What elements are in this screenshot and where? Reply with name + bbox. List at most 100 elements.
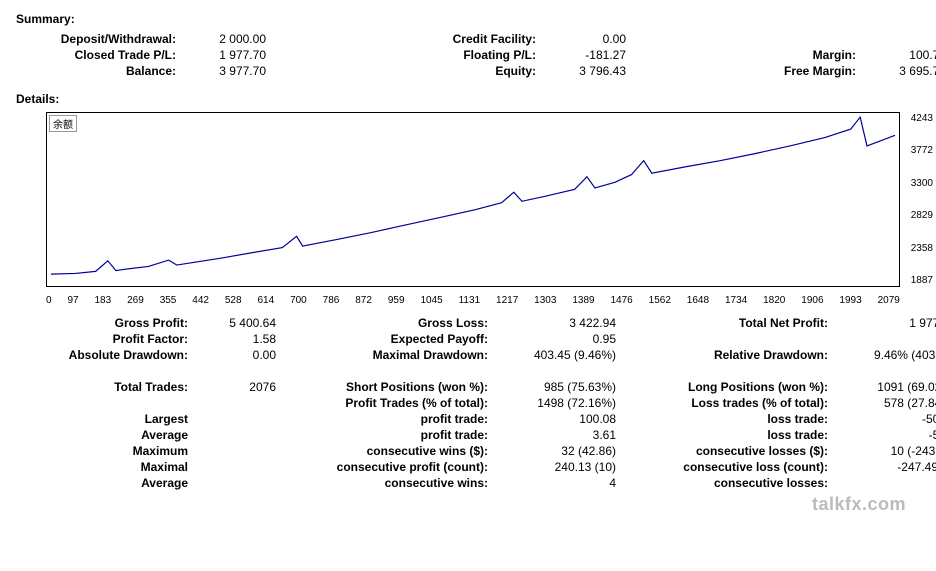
metric-label: consecutive wins:	[316, 476, 496, 490]
metric-label: Gross Profit:	[46, 316, 196, 330]
spacer	[616, 316, 656, 330]
metric-value: 1091 (69.02%)	[836, 380, 936, 394]
summary-value: 1 977.70	[186, 48, 266, 62]
metric-label: consecutive loss (count):	[656, 460, 836, 474]
metric-value: 240.13 (10)	[496, 460, 616, 474]
details-title: Details:	[16, 92, 920, 106]
xtick: 442	[192, 295, 209, 306]
summary-value: -181.27	[546, 48, 626, 62]
xtick: 1217	[496, 295, 518, 306]
summary-label: Free Margin:	[726, 64, 866, 78]
ytick: 2829	[911, 210, 933, 221]
spacer	[616, 348, 656, 362]
xtick: 786	[323, 295, 340, 306]
summary-label: Margin:	[726, 48, 866, 62]
spacer	[266, 64, 406, 78]
xtick: 700	[290, 295, 307, 306]
metric-value: 5 400.64	[196, 316, 276, 330]
spacer	[616, 444, 656, 458]
summary-value	[866, 32, 936, 46]
metric-label: loss trade:	[656, 412, 836, 426]
spacer	[276, 428, 316, 442]
metric-label: Loss trades (% of total):	[656, 396, 836, 410]
spacer	[276, 332, 316, 346]
metric-value: -50.96	[836, 412, 936, 426]
metric-value	[836, 476, 936, 490]
summary-label	[726, 32, 866, 46]
spacer	[276, 444, 316, 458]
xtick: 872	[355, 295, 372, 306]
metric-label: Long Positions (won %):	[656, 380, 836, 394]
xtick: 2079	[878, 295, 900, 306]
summary-value: 2 000.00	[186, 32, 266, 46]
metric-value	[836, 332, 936, 346]
summary-label: Credit Facility:	[406, 32, 546, 46]
metrics-grid: Gross Profit:5 400.64 Gross Loss:3 422.94…	[46, 316, 920, 490]
xtick: 1906	[801, 295, 823, 306]
metric-value: 3.61	[496, 428, 616, 442]
spacer	[266, 32, 406, 46]
equity-chart: 余额 424337723300282923581887	[46, 112, 900, 287]
chart-yaxis: 424337723300282923581887	[911, 113, 933, 286]
summary-value: 0.00	[546, 32, 626, 46]
spacer	[276, 476, 316, 490]
metric-value	[196, 476, 276, 490]
metric-label: Gross Loss:	[316, 316, 496, 330]
metric-label: Maximal	[46, 460, 196, 474]
spacer	[276, 380, 316, 394]
metric-value: 1 977.70	[836, 316, 936, 330]
metric-label: Short Positions (won %):	[316, 380, 496, 394]
xtick: 355	[160, 295, 177, 306]
xtick: 1562	[649, 295, 671, 306]
spacer	[276, 348, 316, 362]
metric-value: 0.00	[196, 348, 276, 362]
metric-value: 985 (75.63%)	[496, 380, 616, 394]
summary-label: Deposit/Withdrawal:	[46, 32, 186, 46]
metric-label: Average	[46, 428, 196, 442]
spacer	[276, 460, 316, 474]
ytick: 4243	[911, 113, 933, 124]
summary-title: Summary:	[16, 12, 920, 26]
metric-value	[196, 396, 276, 410]
metric-label: Average	[46, 476, 196, 490]
metric-label: Total Net Profit:	[656, 316, 836, 330]
xtick: 1389	[572, 295, 594, 306]
xtick: 1820	[763, 295, 785, 306]
metric-label: Relative Drawdown:	[656, 348, 836, 362]
metric-value	[196, 428, 276, 442]
metric-label: profit trade:	[316, 412, 496, 426]
metric-value: 10 (-243.46)	[836, 444, 936, 458]
metric-label: Maximal Drawdown:	[316, 348, 496, 362]
ytick: 3300	[911, 178, 933, 189]
metric-label	[46, 396, 196, 410]
chart-xaxis: 0971832693554425286147007868729591045113…	[46, 295, 900, 306]
metric-value: 4	[496, 476, 616, 490]
metric-value	[196, 444, 276, 458]
xtick: 183	[95, 295, 112, 306]
metric-value	[196, 412, 276, 426]
ytick: 1887	[911, 275, 933, 286]
metric-value: 0.95	[496, 332, 616, 346]
metric-value: 3 422.94	[496, 316, 616, 330]
spacer	[616, 428, 656, 442]
watermark: talkfx.com	[16, 494, 920, 515]
summary-value: 3 977.70	[186, 64, 266, 78]
metric-label: Profit Factor:	[46, 332, 196, 346]
xtick: 97	[67, 295, 78, 306]
metric-label	[656, 332, 836, 346]
metric-label: consecutive wins ($):	[316, 444, 496, 458]
xtick: 1734	[725, 295, 747, 306]
xtick: 1993	[839, 295, 861, 306]
spacer	[626, 64, 726, 78]
metric-value: -5.92	[836, 428, 936, 442]
metric-value: 578 (27.84%)	[836, 396, 936, 410]
spacer	[616, 380, 656, 394]
metric-value: 9.46% (403.45)	[836, 348, 936, 362]
metric-label: consecutive losses ($):	[656, 444, 836, 458]
metric-value: 32 (42.86)	[496, 444, 616, 458]
spacer	[616, 460, 656, 474]
spacer	[266, 48, 406, 62]
spacer	[276, 412, 316, 426]
metric-value: 100.08	[496, 412, 616, 426]
spacer	[626, 48, 726, 62]
